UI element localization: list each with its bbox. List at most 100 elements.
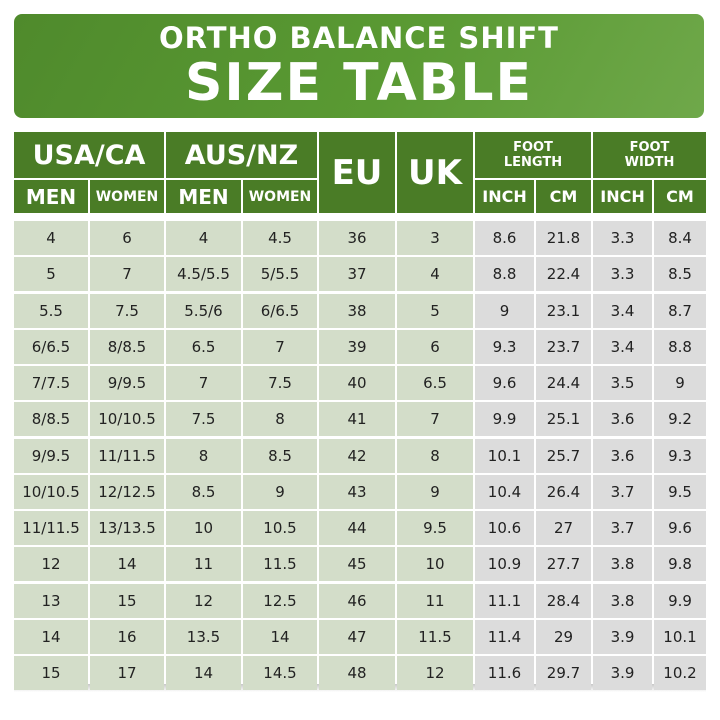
header-length-inch: INCH — [475, 180, 534, 213]
size-cell-uk: 6 — [397, 330, 473, 364]
size-cell-width-inch: 3.4 — [593, 330, 652, 364]
size-cell-aus-women: 14 — [243, 620, 317, 654]
size-cell-width-inch: 3.4 — [593, 294, 652, 328]
size-cell-eu: 39 — [319, 330, 395, 364]
size-cell-width-cm: 8.8 — [654, 330, 706, 364]
size-cell-usa-men: 13 — [14, 584, 88, 618]
size-cell-usa-men: 14 — [14, 620, 88, 654]
size-cell-width-cm: 9 — [654, 366, 706, 400]
size-cell-usa-men: 10/10.5 — [14, 475, 88, 509]
size-cell-length-inch: 8.8 — [475, 257, 534, 291]
size-cell-usa-women: 8/8.5 — [90, 330, 164, 364]
size-cell-length-inch: 9 — [475, 294, 534, 328]
size-cell-aus-men: 7 — [166, 366, 241, 400]
size-cell-length-cm: 25.1 — [536, 402, 591, 436]
size-cell-eu: 47 — [319, 620, 395, 654]
size-cell-width-cm: 9.9 — [654, 584, 706, 618]
size-cell-width-cm: 8.7 — [654, 294, 706, 328]
size-cell-aus-women: 7 — [243, 330, 317, 364]
size-cell-uk: 9.5 — [397, 511, 473, 545]
header-aus-men: MEN — [166, 180, 241, 213]
size-cell-usa-men: 11/11.5 — [14, 511, 88, 545]
size-cell-length-inch: 10.6 — [475, 511, 534, 545]
size-cell-aus-men: 14 — [166, 656, 241, 690]
size-cell-width-inch: 3.7 — [593, 475, 652, 509]
size-cell-usa-women: 9/9.5 — [90, 366, 164, 400]
size-cell-width-cm: 8.5 — [654, 257, 706, 291]
header-uk: UK — [397, 132, 473, 213]
size-cell-length-inch: 9.9 — [475, 402, 534, 436]
title-banner: ORTHO BALANCE SHIFT SIZE TABLE — [14, 14, 704, 118]
size-cell-aus-women: 5/5.5 — [243, 257, 317, 291]
size-cell-usa-men: 12 — [14, 547, 88, 581]
size-cell-usa-women: 7.5 — [90, 294, 164, 328]
size-cell-length-inch: 9.6 — [475, 366, 534, 400]
size-cell-width-inch: 3.3 — [593, 221, 652, 255]
size-cell-uk: 10 — [397, 547, 473, 581]
size-cell-usa-men: 7/7.5 — [14, 366, 88, 400]
size-cell-length-cm: 29 — [536, 620, 591, 654]
header-foot-width: FOOT WIDTH — [593, 132, 706, 178]
header-foot-length: FOOT LENGTH — [475, 132, 591, 178]
size-cell-aus-men: 8.5 — [166, 475, 241, 509]
size-cell-width-inch: 3.7 — [593, 511, 652, 545]
size-cell-width-cm: 8.4 — [654, 221, 706, 255]
size-cell-width-inch: 3.9 — [593, 620, 652, 654]
header-usa-women: WOMEN — [90, 180, 164, 213]
size-cell-length-cm: 26.4 — [536, 475, 591, 509]
size-cell-uk: 3 — [397, 221, 473, 255]
size-cell-eu: 40 — [319, 366, 395, 400]
size-cell-eu: 45 — [319, 547, 395, 581]
size-cell-uk: 6.5 — [397, 366, 473, 400]
size-cell-usa-women: 12/12.5 — [90, 475, 164, 509]
size-cell-length-cm: 25.7 — [536, 439, 591, 473]
size-cell-eu: 46 — [319, 584, 395, 618]
size-cell-aus-women: 8.5 — [243, 439, 317, 473]
size-cell-width-cm: 9.2 — [654, 402, 706, 436]
size-cell-uk: 11.5 — [397, 620, 473, 654]
size-cell-length-inch: 10.9 — [475, 547, 534, 581]
size-cell-width-inch: 3.9 — [593, 656, 652, 690]
size-cell-aus-men: 5.5/6 — [166, 294, 241, 328]
size-cell-eu: 36 — [319, 221, 395, 255]
size-cell-length-inch: 9.3 — [475, 330, 534, 364]
size-cell-usa-women: 16 — [90, 620, 164, 654]
size-cell-length-inch: 11.6 — [475, 656, 534, 690]
size-cell-length-cm: 29.7 — [536, 656, 591, 690]
size-cell-usa-men: 5.5 — [14, 294, 88, 328]
size-cell-aus-men: 7.5 — [166, 402, 241, 436]
size-cell-usa-women: 13/13.5 — [90, 511, 164, 545]
size-cell-width-cm: 9.8 — [654, 547, 706, 581]
size-cell-width-inch: 3.8 — [593, 547, 652, 581]
size-cell-length-cm: 23.7 — [536, 330, 591, 364]
size-cell-length-cm: 27.7 — [536, 547, 591, 581]
size-cell-usa-women: 11/11.5 — [90, 439, 164, 473]
size-cell-aus-men: 13.5 — [166, 620, 241, 654]
header-length-cm: CM — [536, 180, 591, 213]
size-cell-length-cm: 21.8 — [536, 221, 591, 255]
size-cell-width-inch: 3.8 — [593, 584, 652, 618]
size-cell-width-cm: 9.5 — [654, 475, 706, 509]
size-cell-eu: 42 — [319, 439, 395, 473]
size-cell-aus-women: 8 — [243, 402, 317, 436]
header-usa-ca: USA/CA — [14, 132, 164, 178]
size-cell-uk: 7 — [397, 402, 473, 436]
header-foot-length-line2: LENGTH — [503, 155, 563, 170]
size-cell-eu: 43 — [319, 475, 395, 509]
size-cell-aus-women: 11.5 — [243, 547, 317, 581]
size-cell-width-cm: 9.3 — [654, 439, 706, 473]
size-cell-eu: 41 — [319, 402, 395, 436]
size-cell-uk: 4 — [397, 257, 473, 291]
size-cell-length-cm: 28.4 — [536, 584, 591, 618]
size-cell-usa-women: 7 — [90, 257, 164, 291]
size-cell-length-inch: 8.6 — [475, 221, 534, 255]
size-cell-aus-women: 14.5 — [243, 656, 317, 690]
size-cell-width-cm: 9.6 — [654, 511, 706, 545]
size-cell-eu: 37 — [319, 257, 395, 291]
size-cell-width-cm: 10.1 — [654, 620, 706, 654]
size-cell-usa-men: 5 — [14, 257, 88, 291]
size-cell-usa-women: 15 — [90, 584, 164, 618]
size-cell-usa-women: 6 — [90, 221, 164, 255]
header-width-inch: INCH — [593, 180, 652, 213]
size-cell-uk: 9 — [397, 475, 473, 509]
